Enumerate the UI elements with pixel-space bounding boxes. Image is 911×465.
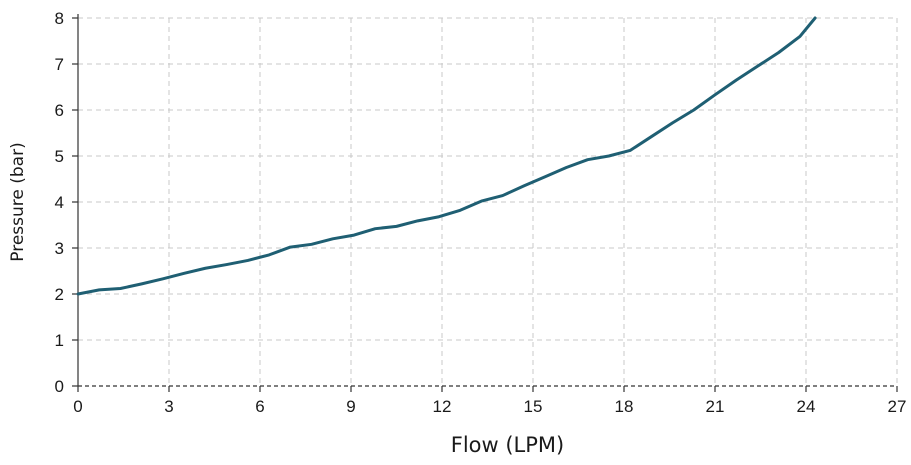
x-tick-label: 9 bbox=[346, 397, 355, 416]
x-tick-label: 6 bbox=[255, 397, 264, 416]
y-tick-label: 3 bbox=[55, 239, 64, 258]
y-tick-label: 5 bbox=[55, 147, 64, 166]
x-tick-label: 21 bbox=[706, 397, 725, 416]
series-line bbox=[76, 16, 817, 296]
axis-layer bbox=[72, 14, 898, 392]
y-tick-label: 4 bbox=[55, 193, 64, 212]
y-tick-label: 6 bbox=[55, 101, 64, 120]
x-tick-label: 27 bbox=[888, 397, 907, 416]
x-tick-label: 3 bbox=[164, 397, 173, 416]
y-tick-label: 2 bbox=[55, 285, 64, 304]
x-axis-title: Flow (LPM) bbox=[451, 433, 564, 457]
y-axis-title: Pressure (bar) bbox=[8, 142, 28, 261]
x-tick-label: 18 bbox=[615, 397, 634, 416]
x-tick-label: 15 bbox=[524, 397, 543, 416]
x-tick-label: 12 bbox=[433, 397, 452, 416]
y-tick-label: 0 bbox=[55, 377, 64, 396]
grid-layer bbox=[78, 17, 898, 386]
y-tick-label: 7 bbox=[55, 55, 64, 74]
y-tick-label: 1 bbox=[55, 331, 64, 350]
x-tick-label: 24 bbox=[797, 397, 816, 416]
x-tick-label: 0 bbox=[73, 397, 82, 416]
y-tick-label: 8 bbox=[55, 9, 64, 28]
series-layer bbox=[76, 16, 817, 296]
